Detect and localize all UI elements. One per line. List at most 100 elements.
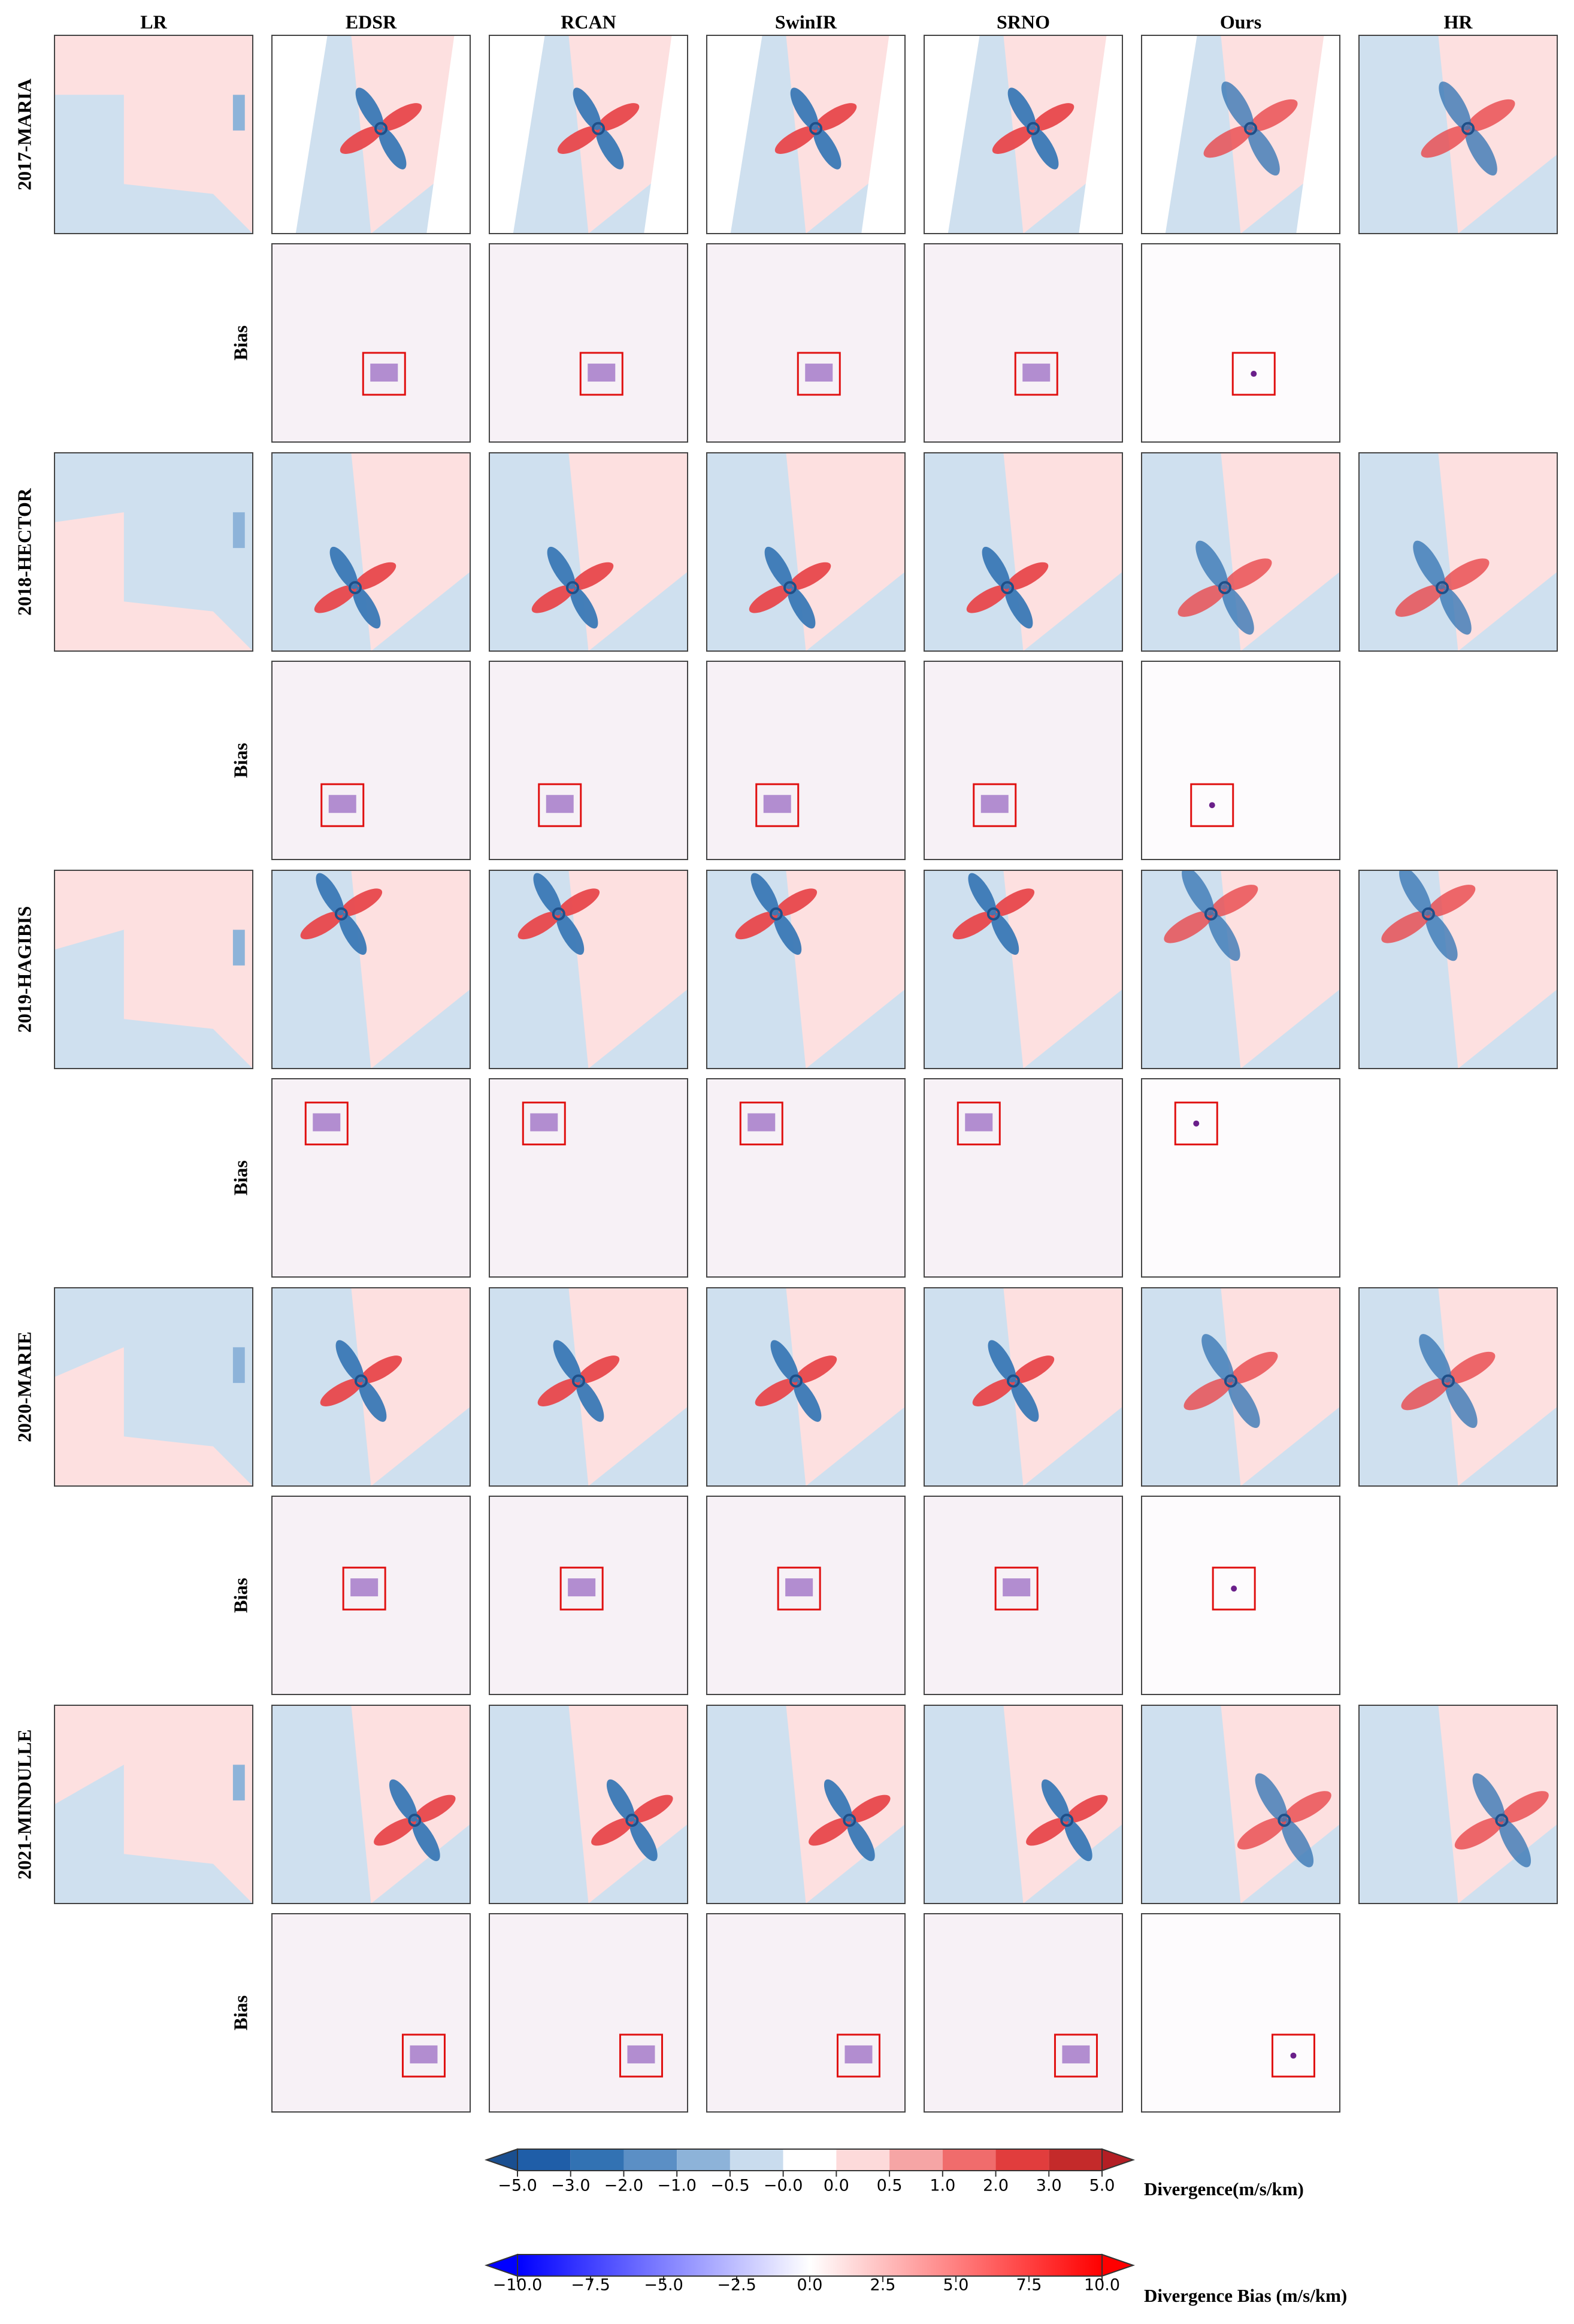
colorbar-tick-label: 5.0 [1089,2177,1115,2195]
column-header: HR [1444,11,1473,32]
vortex-eye [1060,1813,1074,1827]
vortex-arm [1178,585,1227,617]
vortex-eye [1441,1374,1455,1388]
field-region [351,453,470,651]
vortex-arm [537,1378,580,1406]
vortex-arm [1446,1351,1496,1384]
vortex-arm [1203,125,1252,158]
row-label: 2019-HAGIBIS [13,906,35,1033]
lr-panel [55,35,253,234]
bias-hotspot [1022,364,1051,382]
vortex-arm [1064,1818,1092,1862]
bias-box [1014,352,1058,396]
bias-hotspot [785,1578,813,1597]
bias-hotspot [1209,802,1215,809]
vortex-eye [571,1374,585,1388]
vortex-arm [764,546,793,589]
colorbar-segment [995,2149,1049,2171]
bias-box [836,2034,880,2078]
bias-box [304,1102,349,1146]
vortex-arm [314,585,357,613]
colorbar-segment [1049,2149,1102,2171]
bias-box [579,352,623,396]
bias-hotspot [328,795,356,813]
vortex-arm [1026,1817,1068,1846]
vortex-arm [968,873,997,916]
bias-box [1212,1566,1256,1611]
bias-background [1141,243,1340,443]
vortex-arm [1472,1773,1505,1822]
column-header: LR [140,11,167,32]
colorbar-segment [570,2149,624,2171]
field-region [1221,870,1340,1069]
vortex-arm [1201,1334,1234,1383]
bias-box [342,1566,386,1611]
vortex-arm [1182,870,1214,916]
swath-gap [1079,35,1122,234]
vortex-arm [774,888,818,917]
vortex-arm [814,103,857,131]
field-frame [489,1705,688,1904]
colorbar-extend [484,2148,518,2172]
field-region [1438,453,1557,651]
field-panel [489,1705,688,1904]
vortex-arm [1183,1378,1233,1411]
column-header: SwinIR [775,11,837,32]
field-frame [706,1287,906,1487]
vortex-arm [556,912,585,955]
field-frame [924,1287,1123,1487]
field-panel [272,35,470,234]
bias-hotspot [530,1113,558,1131]
bias-hotspot [370,364,398,382]
vortex-arm [1221,81,1254,131]
field-frame [924,35,1123,234]
colorbar-tick-label: 7.5 [1016,2276,1042,2295]
vortex-eye [592,122,606,135]
vortex-arm [630,1795,673,1823]
bias-background [924,661,1123,860]
bias-background [706,1078,906,1278]
row-label: 2020-MARIE [13,1332,35,1442]
bias-hotspot [1231,1585,1237,1592]
field-panel [707,35,905,234]
bias-background [489,1078,688,1278]
bias-background [1141,1496,1340,1695]
vortex-arm [1381,910,1430,943]
colorbar-extend [1101,2148,1136,2172]
lr-region [55,95,253,234]
field-region [1003,453,1122,651]
vortex-arm [629,1818,658,1862]
vortex-eye [809,122,823,135]
vortex-arm [952,911,995,940]
vortex-eye [374,122,388,135]
vortex-arm [1395,585,1444,617]
field-region [1438,870,1557,1069]
vortex-arm [991,912,1019,955]
vortex-arm [571,562,614,591]
vortex-arm [1237,1817,1287,1850]
vortex-arm [1439,586,1472,635]
vortex-arm [1399,870,1431,916]
field-frame [706,452,906,652]
field-panel [924,453,1122,651]
vortex-arm [352,586,381,629]
bias-background [706,243,906,443]
field-region [1438,1288,1557,1486]
bias-box [797,352,841,396]
vortex-arm [378,127,407,170]
bias-background [1141,661,1340,860]
vortex-arm [813,127,842,170]
lr-frame [54,1287,253,1487]
bias-hotspot [546,795,574,813]
swath-gap [924,35,980,234]
lr-frame [54,1705,253,1904]
colorbar-tick-label: −0.5 [710,2177,750,2195]
field-frame [1358,452,1558,652]
swath-gap [489,35,545,234]
field-region [1221,453,1340,651]
row-label: 2021-MINDULLE [13,1729,35,1880]
field-frame [1358,870,1558,1069]
bias-background [1141,1913,1340,2113]
field-region [786,453,905,651]
vortex-arm [547,546,576,589]
